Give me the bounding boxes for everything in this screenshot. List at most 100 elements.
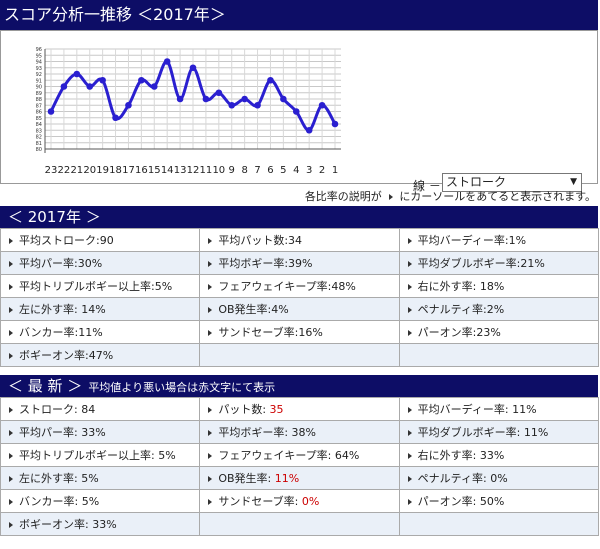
stat-cell[interactable]: 平均ダブルボギー率:21% <box>398 251 600 275</box>
stat-cell[interactable]: 平均ダブルボギー率: 11% <box>398 420 600 444</box>
stat-value: 33% <box>92 518 117 531</box>
stat-cell[interactable]: フェアウェイキープ率: 64% <box>199 443 400 467</box>
stat-cell[interactable]: パット数: 35 <box>199 397 400 421</box>
stat-cell[interactable]: 右に外す率: 18% <box>398 274 600 298</box>
data-point <box>60 83 68 90</box>
stat-value: 0% <box>490 472 508 485</box>
stat-cell[interactable]: フェアウェイキープ率:48% <box>199 274 400 298</box>
triangle-right-icon[interactable] <box>208 261 213 267</box>
stat-label: サンドセーブ率: <box>218 495 302 508</box>
stat-cell[interactable]: バンカー率:11% <box>0 320 201 344</box>
stat-value: 5% <box>81 472 99 485</box>
table-row: バンカー率:11% サンドセーブ率:16% パーオン率:23% <box>0 320 600 344</box>
triangle-right-icon[interactable] <box>407 330 412 336</box>
triangle-right-icon[interactable] <box>407 307 412 313</box>
stat-cell[interactable]: 平均ストローク:90 <box>0 228 201 252</box>
triangle-right-icon[interactable] <box>9 476 13 482</box>
stat-label: フェアウェイキープ率:48% <box>218 280 356 293</box>
data-point <box>280 95 287 103</box>
x-tick-label: 5 <box>280 165 286 176</box>
triangle-right-icon[interactable] <box>407 407 412 413</box>
triangle-right-icon[interactable] <box>407 238 412 244</box>
triangle-right-icon[interactable] <box>208 330 213 336</box>
triangle-right-icon[interactable] <box>407 284 412 290</box>
section-2017-title: ＜ 2017年 ＞ <box>8 208 101 226</box>
triangle-right-icon[interactable] <box>208 499 213 505</box>
table-row: 平均トリプルボギー以上率: 5% フェアウェイキープ率: 64% 右に外す率: 33… <box>0 443 600 467</box>
x-tick-label: 16 <box>135 165 148 176</box>
stat-cell[interactable]: 平均ボギー率:39% <box>199 251 400 275</box>
stat-cell[interactable]: ペナルティ率: 0% <box>398 466 600 490</box>
stat-label: パーオン率: <box>417 495 480 508</box>
triangle-right-icon[interactable] <box>9 353 13 359</box>
stat-cell[interactable]: パーオン率:23% <box>398 320 600 344</box>
stat-cell[interactable]: パーオン率: 50% <box>398 489 600 513</box>
triangle-right-icon[interactable] <box>208 307 213 313</box>
line-select-label: 線 － <box>413 179 441 193</box>
triangle-right-icon[interactable] <box>208 407 213 413</box>
stat-cell[interactable]: 平均バーディー率:1% <box>398 228 600 252</box>
triangle-right-icon[interactable] <box>9 522 13 528</box>
triangle-right-icon[interactable] <box>9 238 13 244</box>
stat-cell[interactable]: 平均バーディー率: 11% <box>398 397 600 421</box>
triangle-right-icon[interactable] <box>9 330 13 336</box>
table-row: 平均トリプルボギー以上率:5% フェアウェイキープ率:48% 右に外す率: 18% <box>0 274 600 298</box>
triangle-right-icon[interactable] <box>407 499 412 505</box>
triangle-right-icon[interactable] <box>9 407 13 413</box>
stat-cell[interactable]: 左に外す率: 14% <box>0 297 201 321</box>
x-tick-label: 8 <box>241 165 247 176</box>
x-tick-label: 9 <box>229 165 235 176</box>
stat-cell[interactable]: 平均ボギー率: 38% <box>199 420 400 444</box>
data-point <box>254 101 261 109</box>
triangle-right-icon[interactable] <box>208 453 213 459</box>
triangle-right-icon[interactable] <box>208 476 213 482</box>
triangle-right-icon[interactable] <box>208 284 213 290</box>
table-row: 平均ストローク:90 平均パット数:34 平均バーディー率:1% <box>0 228 600 252</box>
stat-label: パット数: <box>218 403 270 416</box>
x-tick-label: 18 <box>109 165 122 176</box>
stat-cell[interactable]: サンドセーブ率:16% <box>199 320 400 344</box>
x-tick-label: 4 <box>293 165 299 176</box>
triangle-right-icon[interactable] <box>9 261 13 267</box>
triangle-right-icon[interactable] <box>208 238 213 244</box>
x-tick-label: 22 <box>58 165 71 176</box>
line-type-select[interactable]: ストローク ▼ <box>442 173 582 192</box>
stat-cell[interactable]: ペナルティ率:2% <box>398 297 600 321</box>
stat-cell[interactable]: 平均パット数:34 <box>199 228 400 252</box>
data-point <box>241 95 248 103</box>
triangle-right-icon[interactable] <box>9 430 13 436</box>
stat-cell[interactable]: 左に外す率: 5% <box>0 466 201 490</box>
stat-cell[interactable]: 平均パー率:30% <box>0 251 201 275</box>
triangle-right-icon[interactable] <box>208 430 213 436</box>
stat-cell[interactable]: 平均トリプルボギー以上率:5% <box>0 274 201 298</box>
x-tick-label: 21 <box>70 165 83 176</box>
data-point <box>125 101 132 109</box>
triangle-right-icon[interactable] <box>407 430 412 436</box>
x-tick-label: 12 <box>187 165 200 176</box>
table-row: バンカー率: 5% サンドセーブ率: 0% パーオン率: 50% <box>0 489 600 513</box>
stat-cell[interactable]: OB発生率:4% <box>199 297 400 321</box>
triangle-right-icon[interactable] <box>9 453 13 459</box>
triangle-right-icon[interactable] <box>9 499 13 505</box>
stat-label: バンカー率:11% <box>19 326 103 339</box>
stat-cell[interactable]: サンドセーブ率: 0% <box>199 489 400 513</box>
stat-cell[interactable]: 右に外す率: 33% <box>398 443 600 467</box>
stat-cell[interactable]: 平均パー率: 33% <box>0 420 201 444</box>
triangle-right-icon[interactable] <box>407 453 412 459</box>
stat-label: サンドセーブ率:16% <box>218 326 323 339</box>
data-point <box>292 108 300 115</box>
stat-label: 左に外す率: <box>19 472 82 485</box>
stat-cell[interactable]: ボギーオン率:47% <box>0 343 201 367</box>
y-tick-label: 80 <box>36 147 42 153</box>
triangle-right-icon[interactable] <box>9 284 13 290</box>
stat-value: 35 <box>269 403 284 416</box>
stat-cell[interactable]: OB発生率: 11% <box>199 466 400 490</box>
y-tick-label: 94 <box>36 60 42 66</box>
triangle-right-icon[interactable] <box>9 307 13 313</box>
triangle-right-icon[interactable] <box>407 261 412 267</box>
triangle-right-icon[interactable] <box>407 476 412 482</box>
stat-cell[interactable]: ボギーオン率: 33% <box>0 512 201 536</box>
stat-cell[interactable]: 平均トリプルボギー以上率: 5% <box>0 443 201 467</box>
stat-cell[interactable]: ストローク: 84 <box>0 397 201 421</box>
stat-cell[interactable]: バンカー率: 5% <box>0 489 201 513</box>
